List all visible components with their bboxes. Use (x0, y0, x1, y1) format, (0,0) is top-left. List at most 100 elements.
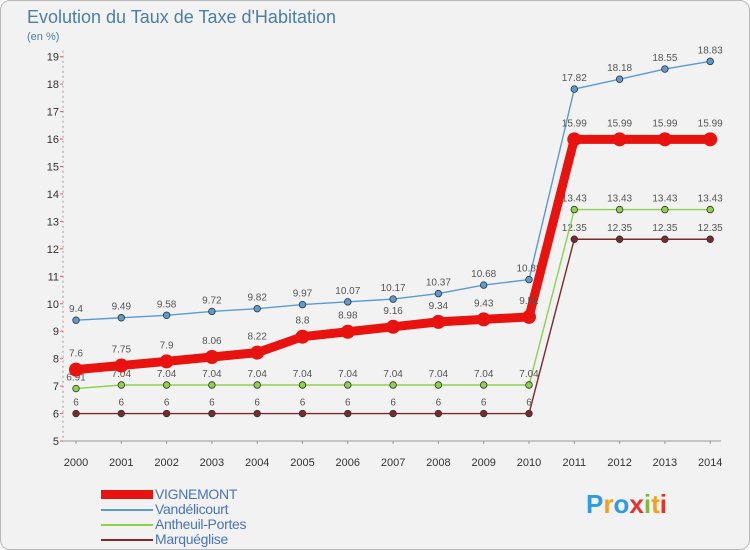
y-tick-label: 17 (47, 107, 59, 119)
data-point (706, 235, 714, 243)
data-label: 7.04 (474, 369, 494, 380)
data-point (612, 132, 627, 147)
data-point (522, 309, 536, 324)
data-label: 15.99 (607, 118, 632, 129)
data-point (706, 205, 714, 214)
data-label: 12.35 (607, 223, 632, 234)
data-point (69, 362, 83, 377)
data-label: 10.07 (335, 286, 360, 297)
data-label: 7.04 (247, 369, 267, 380)
x-tick-label: 2010 (517, 457, 541, 469)
x-tick-label: 2012 (607, 457, 631, 469)
data-point (476, 312, 491, 327)
x-tick-label: 2000 (64, 457, 88, 469)
data-label: 13.43 (698, 194, 723, 205)
x-tick-label: 2007 (381, 457, 405, 469)
data-label: 12.35 (698, 223, 723, 234)
data-label: 6 (119, 398, 125, 409)
data-point (159, 354, 174, 369)
data-point (117, 409, 125, 418)
data-point (525, 381, 533, 389)
data-point (661, 65, 669, 73)
data-label: 8.22 (247, 332, 267, 343)
data-label: 7.75 (112, 345, 132, 356)
y-tick-label: 9 (53, 326, 59, 338)
series-line-3 (71, 134, 715, 375)
data-label: 6 (436, 398, 442, 409)
data-point (72, 384, 80, 393)
x-tick-label: 2004 (245, 457, 269, 469)
data-label: 7.04 (293, 369, 313, 380)
data-point (434, 381, 443, 389)
data-point (703, 132, 718, 147)
legend-swatch (101, 509, 153, 511)
data-point (480, 381, 488, 389)
data-label: 7.6 (69, 349, 83, 360)
data-label: 6 (345, 398, 351, 409)
data-label: 15.99 (698, 118, 723, 129)
y-tick-label: 8 (53, 354, 59, 366)
logo-letter: i (659, 489, 667, 519)
data-label: 7.04 (429, 369, 449, 380)
data-point (567, 132, 582, 147)
data-label: 18.55 (652, 53, 677, 64)
x-tick-label: 2014 (698, 457, 722, 469)
data-label: 6 (526, 398, 532, 409)
x-tick-label: 2008 (426, 457, 450, 469)
data-point (389, 295, 397, 303)
logo-letter: P (586, 489, 604, 519)
data-point (661, 235, 669, 243)
data-point (615, 235, 624, 243)
legend-label: Antheuil-Portes (155, 516, 247, 532)
data-point (298, 381, 307, 389)
data-point (434, 289, 443, 298)
data-point (117, 314, 125, 322)
data-point (204, 350, 219, 365)
data-point (344, 298, 352, 306)
data-label: 12.35 (562, 223, 587, 234)
data-point (615, 205, 624, 214)
data-point (162, 409, 171, 418)
data-label: 8.98 (338, 311, 358, 322)
x-tick-label: 2001 (109, 457, 133, 469)
data-label: 6 (164, 398, 170, 409)
logo-letter: r (603, 489, 614, 519)
data-label: 6 (254, 398, 260, 409)
chart-title: Evolution du Taux de Taxe d'Habitation (27, 7, 336, 27)
data-point (208, 409, 216, 418)
y-tick-label: 11 (48, 271, 59, 283)
y-tick-label: 16 (47, 134, 59, 146)
data-point (298, 409, 307, 418)
data-label: 10.88 (516, 264, 541, 275)
data-point (253, 304, 261, 313)
logo-letter: x (629, 489, 644, 519)
legend-swatch (101, 524, 153, 526)
data-label: 7.04 (383, 369, 403, 380)
legend-label: Marquéglise (155, 531, 228, 547)
legend-label: Vandélicourt (155, 501, 229, 517)
y-tick-label: 15 (47, 162, 59, 174)
y-tick-label: 14 (47, 189, 59, 201)
data-label: 7.9 (160, 340, 174, 351)
data-point (344, 409, 352, 418)
data-point (661, 205, 669, 214)
data-point (525, 409, 533, 418)
proxiti-logo: Proxiti (586, 489, 667, 520)
data-label: 6.91 (66, 373, 86, 384)
legend-label: VIGNEMONT (155, 486, 238, 502)
data-point (253, 381, 261, 389)
data-point (431, 314, 446, 329)
data-point (386, 319, 401, 334)
data-point (615, 75, 624, 83)
data-label: 9.82 (247, 293, 267, 304)
data-label: 9.58 (157, 299, 177, 310)
y-tick-label: 13 (47, 216, 59, 228)
data-point (570, 235, 578, 243)
data-point (706, 57, 714, 66)
chart-unit-label: (en %) (27, 31, 60, 43)
data-label: 13.43 (607, 194, 632, 205)
x-tick-label: 2002 (154, 457, 178, 469)
data-label: 9.72 (202, 295, 222, 306)
y-tick-label: 5 (53, 436, 59, 448)
